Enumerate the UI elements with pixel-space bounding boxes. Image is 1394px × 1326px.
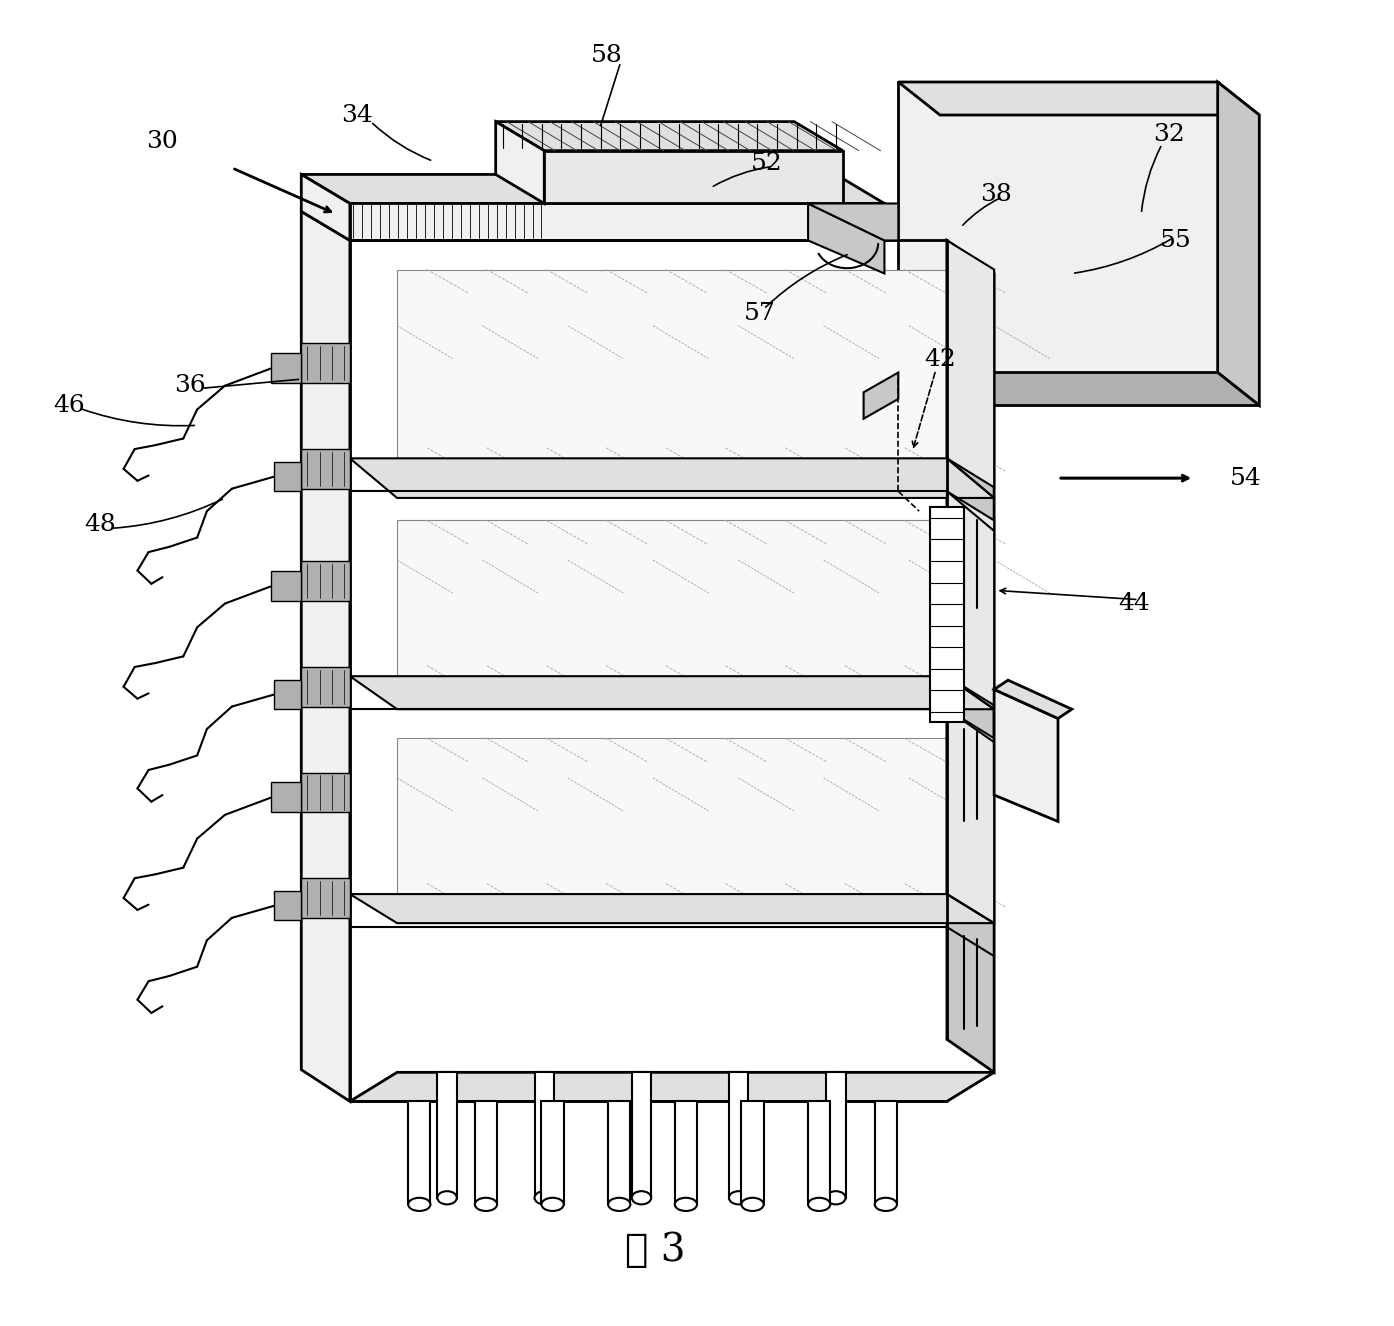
Text: 55: 55	[1160, 229, 1192, 252]
Polygon shape	[809, 203, 884, 273]
Ellipse shape	[631, 1191, 651, 1204]
Polygon shape	[898, 82, 1218, 373]
Ellipse shape	[729, 1191, 749, 1204]
Ellipse shape	[809, 1197, 831, 1211]
Polygon shape	[809, 203, 898, 240]
Polygon shape	[397, 520, 994, 705]
Text: 46: 46	[53, 394, 85, 416]
Polygon shape	[350, 459, 994, 499]
Polygon shape	[350, 1073, 994, 1102]
Ellipse shape	[438, 1191, 457, 1204]
Polygon shape	[475, 1102, 498, 1204]
Text: 图 3: 图 3	[625, 1232, 686, 1269]
Polygon shape	[350, 676, 994, 709]
Polygon shape	[1218, 82, 1259, 406]
Text: 36: 36	[174, 374, 206, 398]
Polygon shape	[864, 373, 898, 419]
Ellipse shape	[874, 1197, 896, 1211]
Polygon shape	[270, 353, 301, 383]
Polygon shape	[947, 240, 994, 488]
Polygon shape	[994, 680, 1072, 719]
Polygon shape	[301, 773, 350, 813]
Ellipse shape	[742, 1197, 764, 1211]
Polygon shape	[809, 1102, 831, 1204]
Polygon shape	[874, 1102, 896, 1204]
Polygon shape	[544, 151, 843, 203]
Polygon shape	[301, 211, 350, 1102]
Ellipse shape	[675, 1197, 697, 1211]
Polygon shape	[397, 269, 994, 488]
Polygon shape	[729, 1073, 749, 1197]
Polygon shape	[301, 450, 350, 489]
Polygon shape	[675, 1102, 697, 1204]
Polygon shape	[270, 782, 301, 813]
Polygon shape	[438, 1073, 457, 1197]
Polygon shape	[994, 690, 1058, 821]
Polygon shape	[301, 343, 350, 383]
Polygon shape	[397, 739, 994, 923]
Polygon shape	[350, 894, 994, 923]
Text: 30: 30	[146, 130, 178, 152]
Polygon shape	[534, 1073, 553, 1197]
Ellipse shape	[408, 1197, 431, 1211]
Text: 58: 58	[591, 44, 623, 68]
Polygon shape	[631, 1073, 651, 1197]
Polygon shape	[827, 1073, 846, 1197]
Polygon shape	[273, 463, 301, 492]
Text: 52: 52	[750, 152, 782, 175]
Polygon shape	[496, 122, 544, 203]
Polygon shape	[947, 240, 994, 1073]
Ellipse shape	[475, 1197, 498, 1211]
Polygon shape	[742, 1102, 764, 1204]
Polygon shape	[301, 175, 884, 203]
Polygon shape	[496, 122, 843, 151]
Text: 57: 57	[743, 301, 775, 325]
Polygon shape	[408, 1102, 431, 1204]
Polygon shape	[301, 667, 350, 707]
Polygon shape	[947, 492, 994, 705]
Text: 54: 54	[1230, 467, 1262, 489]
Text: 44: 44	[1118, 593, 1150, 615]
Polygon shape	[273, 680, 301, 709]
Ellipse shape	[541, 1197, 563, 1211]
Polygon shape	[608, 1102, 630, 1204]
Polygon shape	[270, 570, 301, 601]
Text: 48: 48	[84, 513, 116, 536]
Polygon shape	[898, 82, 1259, 115]
Ellipse shape	[534, 1191, 553, 1204]
Text: 38: 38	[980, 183, 1012, 206]
Text: 32: 32	[1153, 123, 1185, 146]
Polygon shape	[930, 507, 963, 723]
Polygon shape	[301, 878, 350, 918]
Ellipse shape	[827, 1191, 846, 1204]
Polygon shape	[273, 891, 301, 920]
Polygon shape	[301, 561, 350, 601]
Polygon shape	[898, 373, 1259, 406]
Polygon shape	[947, 709, 994, 923]
Ellipse shape	[608, 1197, 630, 1211]
Polygon shape	[541, 1102, 563, 1204]
Text: 34: 34	[342, 103, 372, 126]
Text: 42: 42	[924, 347, 956, 371]
Polygon shape	[350, 203, 884, 240]
Polygon shape	[301, 175, 350, 240]
